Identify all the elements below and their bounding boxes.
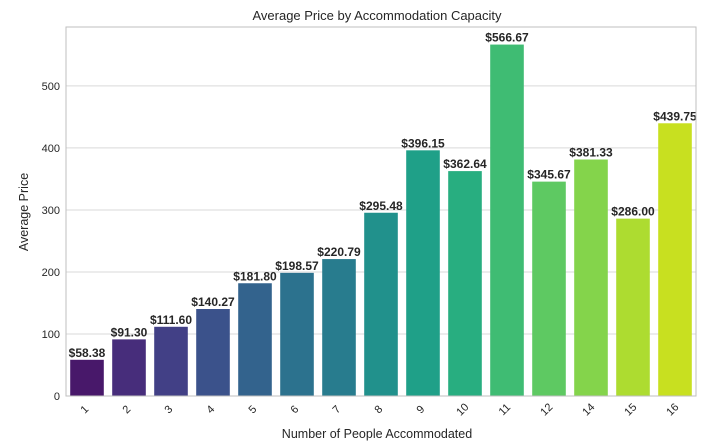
bar: [154, 326, 188, 396]
y-tick-label: 200: [42, 267, 60, 279]
bar-value-label: $295.48: [359, 199, 403, 213]
bar-value-label: $91.30: [111, 325, 148, 339]
y-axis-label: Average Price: [17, 173, 31, 251]
x-tick-label: 12: [538, 401, 555, 418]
bars: [70, 44, 692, 396]
plot-frame: [65, 26, 697, 397]
bar: [70, 359, 104, 396]
bar-value-label: $220.79: [317, 245, 361, 259]
bar-value-label: $439.75: [653, 109, 697, 123]
x-tick-label: 6: [288, 403, 301, 416]
bar-value-label: $396.15: [401, 136, 445, 150]
bar: [532, 181, 566, 396]
bar: [364, 212, 398, 396]
x-tick-label: 3: [162, 403, 175, 416]
x-tick-label: 9: [414, 403, 427, 416]
x-tick-label: 10: [454, 401, 471, 418]
bar: [406, 150, 440, 396]
bar-value-label: $198.57: [275, 259, 319, 273]
x-tick-label: 5: [246, 403, 259, 416]
x-tick-label: 4: [204, 403, 217, 416]
y-tick-label: 400: [42, 143, 60, 155]
y-tick-label: 0: [54, 391, 60, 403]
y-tick-label: 500: [42, 81, 60, 93]
data-labels: $58.38 $91.30$111.60 $140.27 $181.80$198.57…: [69, 31, 697, 360]
x-axis-label: Number of People Accommodated: [282, 427, 472, 441]
bar-value-label: $362.64: [443, 157, 487, 171]
bar-value-label: $140.27: [191, 295, 235, 309]
bar: [448, 171, 482, 396]
bar: [112, 339, 146, 396]
bar-value-label: $345.67: [527, 168, 571, 182]
x-tick-label: 14: [580, 401, 597, 418]
bar-value-label: $181.80: [233, 269, 277, 283]
bar-value-label: $381.33: [569, 146, 613, 160]
bar: [574, 159, 608, 396]
bar: [280, 272, 314, 396]
x-axis-ticks: 1 2 3 4 5 6 7 8 9 10 11 12 14 15 16: [78, 401, 681, 418]
bar-value-label: $286.00: [611, 205, 655, 219]
x-tick-label: 7: [330, 403, 343, 416]
bar-value-label: $111.60: [150, 313, 192, 327]
bar: [658, 123, 692, 396]
x-tick-label: 11: [497, 402, 514, 419]
x-tick-label: 15: [622, 401, 639, 418]
bar: [196, 309, 230, 396]
x-tick-label: 8: [372, 403, 385, 416]
x-tick-label: 16: [664, 401, 681, 418]
bar: [490, 44, 524, 396]
y-tick-label: 300: [42, 205, 60, 217]
bar: [616, 218, 650, 396]
bar: [322, 259, 356, 396]
bar: [238, 283, 272, 396]
x-tick-label: 1: [78, 403, 91, 416]
y-axis-ticks: 0 100 200 300 400 500: [42, 81, 60, 403]
chart-title: Average Price by Accommodation Capacity: [252, 8, 502, 23]
bar-value-label: $58.38: [69, 346, 106, 360]
bar-value-label: $566.67: [485, 31, 529, 45]
y-tick-label: 100: [42, 329, 60, 341]
x-tick-label: 2: [120, 403, 133, 416]
